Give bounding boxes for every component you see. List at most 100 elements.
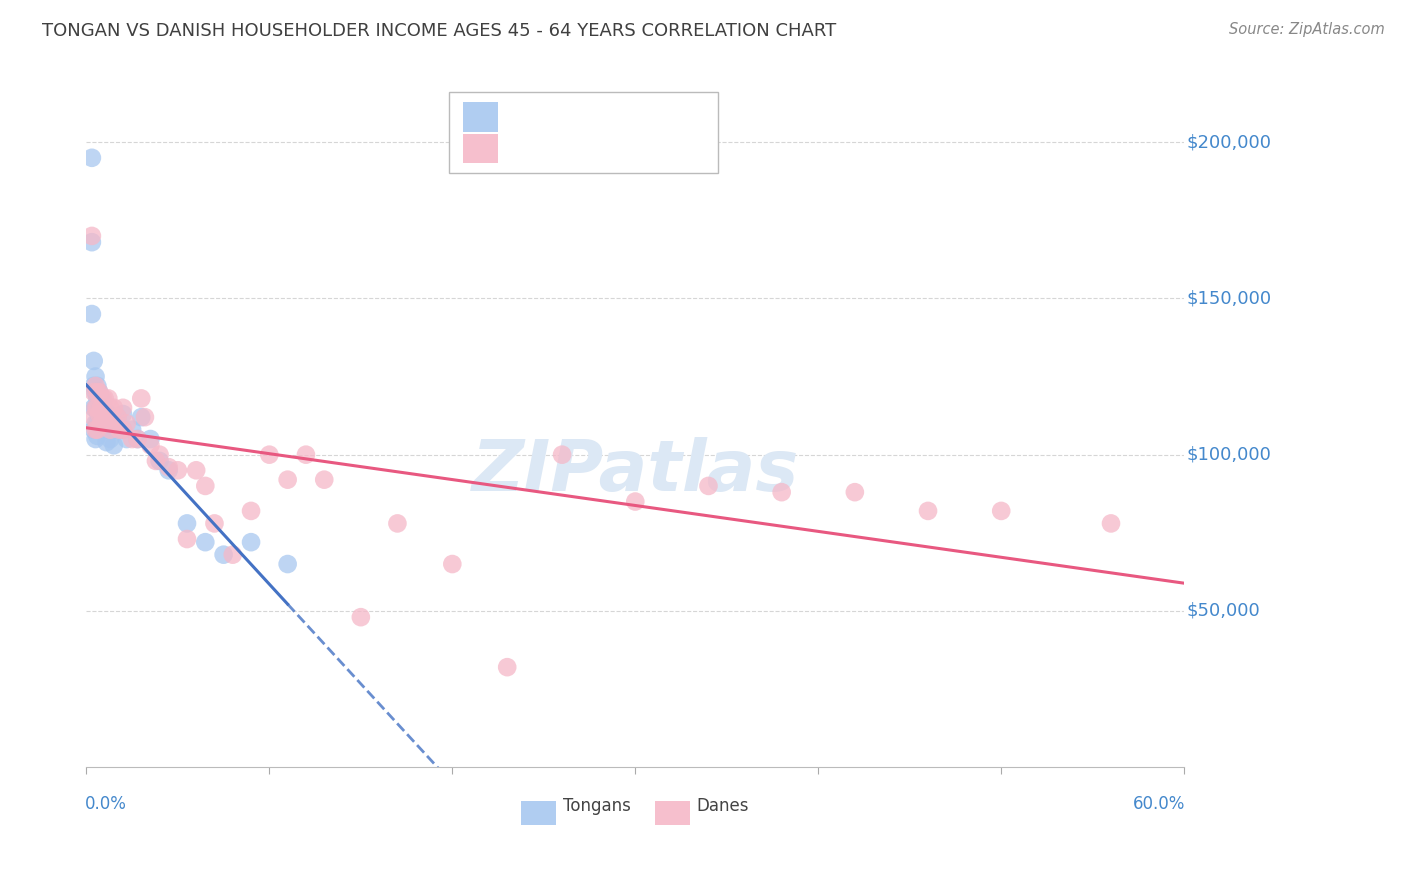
Point [91,392,114,406]
Point [93,417,115,431]
FancyBboxPatch shape [449,92,717,173]
Point [295,448,318,462]
Text: Danes: Danes [697,797,749,814]
Point [89,423,111,437]
Point [111,423,134,437]
Point [84,379,107,393]
Point [259,448,281,462]
Point [89,398,111,412]
Point [103,401,125,415]
Point [86,417,108,431]
FancyBboxPatch shape [655,801,690,825]
Point [157,460,180,475]
Point [844,485,866,500]
Point [90,401,112,415]
Point [111,423,134,437]
Point [80,235,103,250]
Point [277,557,299,571]
Point [134,410,156,425]
Point [90,404,112,418]
Point [770,485,793,500]
Point [86,429,108,443]
Point [551,448,574,462]
Text: R =  0.030: R = 0.030 [506,108,596,126]
Point [86,379,108,393]
Point [121,423,143,437]
Point [83,385,105,400]
FancyBboxPatch shape [463,102,498,131]
Point [90,392,112,406]
Point [240,535,263,549]
Point [176,532,198,546]
Point [222,548,245,562]
Point [86,392,108,406]
Point [148,448,170,462]
Point [80,151,103,165]
Point [240,504,263,518]
Point [84,432,107,446]
Point [127,432,149,446]
FancyBboxPatch shape [463,134,498,163]
Text: $100,000: $100,000 [1187,446,1271,464]
Point [139,438,162,452]
Point [350,610,373,624]
Point [111,407,134,421]
Point [107,410,129,425]
Point [83,401,105,415]
Point [84,423,107,437]
Point [86,404,108,418]
Point [83,410,105,425]
Point [90,417,112,431]
Point [496,660,519,674]
Point [97,410,120,425]
FancyBboxPatch shape [522,801,557,825]
Point [101,423,124,437]
Point [86,385,108,400]
Text: Tongans: Tongans [562,797,631,814]
Point [115,417,138,431]
Point [93,392,115,406]
Point [115,432,138,446]
Point [103,438,125,452]
Point [96,435,118,450]
Text: N = 55: N = 55 [627,108,690,126]
Point [93,417,115,431]
Point [84,401,107,415]
Point [98,423,121,437]
Point [98,401,121,415]
Point [697,479,720,493]
Point [91,423,114,437]
Point [212,548,235,562]
Point [108,423,131,437]
Point [98,432,121,446]
Point [314,473,336,487]
Point [186,463,208,477]
Point [204,516,226,531]
Point [86,401,108,415]
Point [176,516,198,531]
Point [624,494,647,508]
Point [96,423,118,437]
Point [96,410,118,425]
Text: ZIPatlas: ZIPatlas [471,437,799,507]
Point [441,557,464,571]
Point [194,535,217,549]
Point [103,417,125,431]
Point [129,410,152,425]
Point [86,423,108,437]
Point [148,454,170,468]
Point [91,410,114,425]
Point [80,228,103,243]
Point [387,516,409,531]
Point [990,504,1012,518]
Text: $200,000: $200,000 [1187,133,1271,151]
Text: 60.0%: 60.0% [1133,796,1185,814]
Point [90,417,112,431]
Point [127,432,149,446]
Point [194,479,217,493]
Point [107,410,129,425]
Point [108,423,131,437]
Point [83,379,105,393]
Point [83,423,105,437]
Text: TONGAN VS DANISH HOUSEHOLDER INCOME AGES 45 - 64 YEARS CORRELATION CHART: TONGAN VS DANISH HOUSEHOLDER INCOME AGES… [42,22,837,40]
